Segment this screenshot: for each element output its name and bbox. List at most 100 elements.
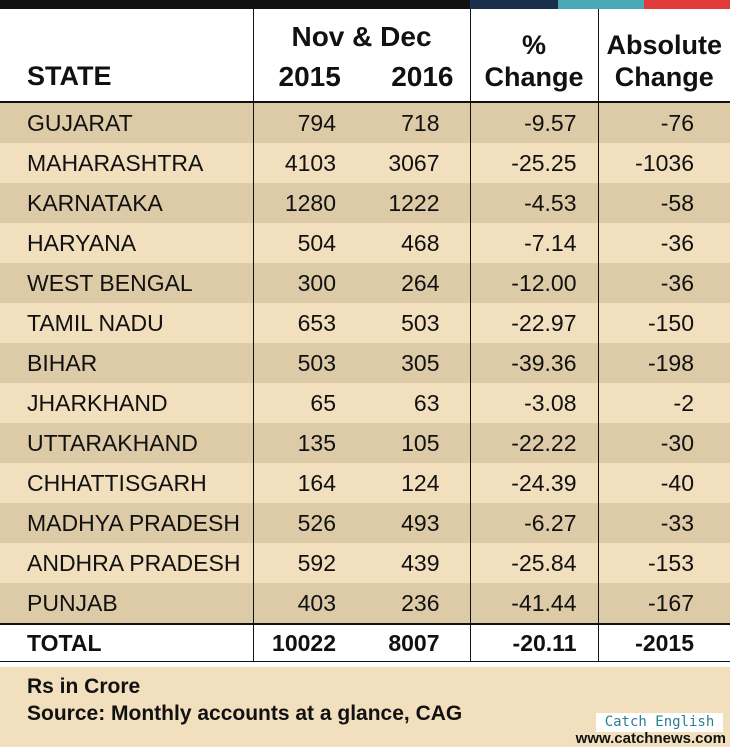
value-2016-cell: 718 [361, 102, 470, 143]
state-cell: ANDHRA PRADESH [0, 543, 253, 583]
absolute-change-cell: -30 [597, 423, 730, 463]
total-2016-cell: 8007 [361, 623, 470, 662]
state-cell: CHHATTISGARH [0, 463, 253, 503]
total-row: TOTAL 10022 8007 -20.11 -2015 [0, 623, 730, 662]
percent-change-cell: -9.57 [469, 102, 598, 143]
absolute-change-cell: -198 [597, 343, 730, 383]
value-2015-cell: 653 [252, 303, 361, 343]
absolute-change-cell: -1036 [597, 143, 730, 183]
percent-change-cell: -41.44 [469, 583, 598, 624]
value-2016-cell: 3067 [361, 143, 470, 183]
percent-change-cell: -39.36 [469, 343, 598, 383]
value-2016-cell: 236 [361, 583, 470, 624]
top-bar-navy-segment [470, 0, 558, 9]
table-row: UTTARAKHAND 135 105 -22.22 -30 [0, 423, 730, 463]
value-2015-cell: 135 [252, 423, 361, 463]
state-cell: HARYANA [0, 223, 253, 263]
value-2015-cell: 4103 [252, 143, 361, 183]
table-row: HARYANA 504 468 -7.14 -36 [0, 223, 730, 263]
total-absolute-change-cell: -2015 [597, 623, 730, 662]
state-cell: MAHARASHTRA [0, 143, 253, 183]
value-2016-cell: 124 [361, 463, 470, 503]
percent-change-cell: -7.14 [469, 223, 598, 263]
value-2015-cell: 403 [252, 583, 361, 624]
absolute-change-header-line2: Change [614, 62, 714, 92]
percent-change-cell: -22.22 [469, 423, 598, 463]
absolute-change-cell: -150 [597, 303, 730, 343]
table-row: GUJARAT 794 718 -9.57 -76 [0, 102, 730, 143]
state-cell: PUNJAB [0, 583, 253, 624]
absolute-change-header-line1: Absolute [606, 30, 722, 60]
value-2016-cell: 503 [361, 303, 470, 343]
value-2016-cell: 493 [361, 503, 470, 543]
state-cell: TAMIL NADU [0, 303, 253, 343]
table-row: WEST BENGAL 300 264 -12.00 -36 [0, 263, 730, 303]
value-2016-cell: 264 [361, 263, 470, 303]
percent-change-cell: -4.53 [469, 183, 598, 223]
value-2015-cell: 300 [252, 263, 361, 303]
table-row: ANDHRA PRADESH 592 439 -25.84 -153 [0, 543, 730, 583]
table-row: MAHARASHTRA 4103 3067 -25.25 -1036 [0, 143, 730, 183]
value-2015-cell: 65 [252, 383, 361, 423]
value-2015-cell: 1280 [252, 183, 361, 223]
table-row: CHHATTISGARH 164 124 -24.39 -40 [0, 463, 730, 503]
state-cell: JHARKHAND [0, 383, 253, 423]
percent-change-header-line1: % [521, 30, 546, 60]
period-label: Nov & Dec [291, 21, 432, 52]
value-2015-cell: 592 [252, 543, 361, 583]
value-2015-cell: 794 [252, 102, 361, 143]
top-color-bar [0, 0, 730, 9]
total-2015-cell: 10022 [252, 623, 361, 662]
value-2016-cell: 1222 [361, 183, 470, 223]
state-cell: KARNATAKA [0, 183, 253, 223]
brand-label: Catch English [596, 713, 723, 732]
value-2016-cell: 468 [361, 223, 470, 263]
absolute-change-cell: -33 [597, 503, 730, 543]
year-2016-header: 2016 [391, 61, 454, 92]
total-label: TOTAL [0, 623, 253, 662]
table-row: PUNJAB 403 236 -41.44 -167 [0, 583, 730, 624]
absolute-change-cell: -36 [597, 263, 730, 303]
percent-change-header: % Change [469, 9, 598, 103]
value-2016-cell: 63 [361, 383, 470, 423]
total-percent-change-cell: -20.11 [469, 623, 598, 662]
table-row: MADHYA PRADESH 526 493 -6.27 -33 [0, 503, 730, 543]
value-2016-cell: 439 [361, 543, 470, 583]
value-2016-cell: 105 [361, 423, 470, 463]
absolute-change-cell: -153 [597, 543, 730, 583]
absolute-change-cell: -167 [597, 583, 730, 624]
state-column-header: STATE [0, 9, 253, 103]
state-cell: BIHAR [0, 343, 253, 383]
value-2015-cell: 503 [252, 343, 361, 383]
state-cell: UTTARAKHAND [0, 423, 253, 463]
percent-change-cell: -3.08 [469, 383, 598, 423]
percent-change-cell: -6.27 [469, 503, 598, 543]
top-bar-black-segment [0, 0, 470, 9]
percent-change-header-line2: Change [484, 62, 584, 92]
table-row: BIHAR 503 305 -39.36 -198 [0, 343, 730, 383]
absolute-change-cell: -36 [597, 223, 730, 263]
percent-change-cell: -25.84 [469, 543, 598, 583]
year-2015-header: 2015 [278, 61, 341, 92]
period-column-header: Nov & Dec 2015 2016 [252, 9, 470, 103]
website-label: www.catchnews.com [575, 730, 726, 747]
percent-change-cell: -22.97 [469, 303, 598, 343]
value-2016-cell: 305 [361, 343, 470, 383]
percent-change-cell: -25.25 [469, 143, 598, 183]
table-body: GUJARAT 794 718 -9.57 -76 MAHARASHTRA 4103 3067… [0, 102, 730, 624]
header-row: STATE Nov & Dec 2015 2016 % Change Absol… [0, 9, 730, 103]
percent-change-cell: -24.39 [469, 463, 598, 503]
top-bar-teal-segment [558, 0, 644, 9]
source-note: Source: Monthly accounts at a glance, CA… [27, 702, 463, 725]
state-cell: WEST BENGAL [0, 263, 253, 303]
state-revenue-table: STATE Nov & Dec 2015 2016 % Change Absol… [0, 9, 730, 662]
value-2015-cell: 504 [252, 223, 361, 263]
table-row: KARNATAKA 1280 1222 -4.53 -58 [0, 183, 730, 223]
state-cell: MADHYA PRADESH [0, 503, 253, 543]
absolute-change-cell: -2 [597, 383, 730, 423]
table-row: TAMIL NADU 653 503 -22.97 -150 [0, 303, 730, 343]
percent-change-cell: -12.00 [469, 263, 598, 303]
value-2015-cell: 526 [252, 503, 361, 543]
table-row: JHARKHAND 65 63 -3.08 -2 [0, 383, 730, 423]
state-cell: GUJARAT [0, 102, 253, 143]
